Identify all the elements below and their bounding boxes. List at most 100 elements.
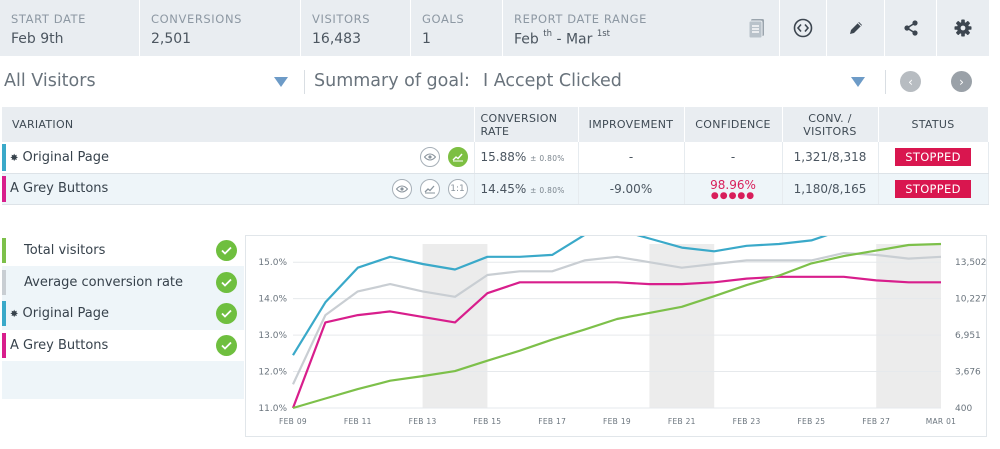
- variation-marker: ✸: [10, 152, 19, 164]
- goal-label: Summary of goal:: [314, 71, 470, 91]
- conversion-rate-value: 14.45%: [480, 181, 527, 196]
- legend-color-bar: [2, 270, 6, 295]
- series-line-average-conversion-rate: [292, 252, 942, 385]
- nav-divider: [885, 70, 886, 94]
- code-button[interactable]: [780, 0, 827, 56]
- start-date-value: Feb 9th: [11, 31, 64, 47]
- status-badge: STOPPED: [895, 148, 971, 167]
- x-tick-label: MAR 01: [926, 417, 957, 426]
- selector-divider: [304, 70, 305, 94]
- confidence-cell: 98.96% ●●●●●: [684, 173, 783, 205]
- y-right-tick-label: 10,227: [955, 295, 987, 305]
- start-date-label: START DATE: [11, 12, 87, 26]
- variation-name: Original Page: [22, 149, 110, 165]
- start-date-stat: START DATE Feb 9th: [0, 0, 140, 56]
- legend-label: Average conversion rate: [24, 275, 184, 290]
- conversion-chart: 11.0% 12.0% 13.0% 14.0% 15.0% 400 3,676 6,951 10…: [245, 235, 987, 437]
- conv-visitors-cell: 1,180/8,165: [782, 173, 879, 205]
- legend-item-average-conversion-rate[interactable]: Average conversion rate: [2, 267, 244, 298]
- conv-visitors-header[interactable]: CONV. / VISITORS: [782, 107, 879, 142]
- stats-bar: START DATE Feb 9th CONVERSIONS 2,501 VIS…: [0, 0, 1000, 56]
- variation-name: Grey Buttons: [23, 181, 109, 196]
- range-dash: -: [556, 31, 562, 48]
- legend-label: Original Page: [22, 306, 110, 321]
- legend-item-original-page[interactable]: ✸ Original Page: [2, 298, 244, 329]
- x-tick-label: FEB 21: [668, 417, 696, 426]
- conversion-rate-header[interactable]: CONVERSION RATE: [474, 107, 579, 142]
- settings-button[interactable]: [937, 0, 990, 56]
- y-right-tick-label: 13,502: [955, 258, 987, 268]
- chevron-right-icon: ›: [959, 74, 964, 89]
- conv-visitors-header-line1: CONV. /: [808, 111, 852, 125]
- x-tick-label: FEB 19: [603, 417, 631, 426]
- x-tick-label: FEB 13: [409, 417, 437, 426]
- y-left-tick-label: 12.0%: [258, 368, 287, 378]
- conversion-rate-header-line2: RATE: [480, 124, 510, 138]
- x-tick-label: FEB 27: [862, 417, 890, 426]
- chart-toggle-icon[interactable]: [447, 147, 468, 167]
- conversions-label: CONVERSIONS: [151, 12, 243, 26]
- series-line-original-page: [292, 236, 828, 356]
- goals-stat: GOALS 1: [411, 0, 503, 56]
- goal-chevron-down-icon: [851, 77, 865, 87]
- check-icon[interactable]: [216, 303, 237, 324]
- check-icon[interactable]: [216, 272, 237, 293]
- goal-select[interactable]: Summary of goal: I Accept Clicked: [314, 60, 874, 104]
- x-tick-label: FEB 25: [797, 417, 825, 426]
- y-left-tick-label: 13.0%: [258, 331, 287, 341]
- table-row: ✸ Original Page 15.88% ± 0.80% - - 1,321…: [2, 142, 989, 174]
- conversion-rate-cell: 14.45% ± 0.80%: [474, 173, 579, 205]
- status-header[interactable]: STATUS: [878, 107, 989, 142]
- shaded-band: [422, 244, 488, 408]
- improvement-cell: -9.00%: [578, 173, 685, 205]
- compare-ratio-icon[interactable]: 1:1: [447, 178, 468, 199]
- preview-eye-icon[interactable]: [419, 147, 440, 167]
- share-icon: [903, 20, 918, 36]
- visitors-stat: VISITORS 16,483: [301, 0, 411, 56]
- x-tick-label: FEB 23: [733, 417, 761, 426]
- legend-color-bar: [2, 238, 6, 263]
- conversions-stat: CONVERSIONS 2,501: [140, 0, 301, 56]
- conversion-rate-value: 15.88%: [480, 150, 527, 165]
- legend-item-total-visitors[interactable]: Total visitors: [2, 235, 244, 266]
- y-right-tick-label: 6,951: [955, 331, 981, 341]
- range-to-month: Mar: [565, 31, 593, 48]
- notes-icon[interactable]: [748, 18, 766, 40]
- segment-select[interactable]: All Visitors: [4, 60, 296, 104]
- y-left-tick-label: 15.0%: [258, 258, 287, 268]
- series-line-grey-buttons: [291, 275, 941, 409]
- table-header-row: VARIATION CONVERSION RATE IMPROVEMENT CO…: [2, 107, 989, 142]
- report-range-stat[interactable]: REPORT DATE RANGE Feb th - Mar 1st: [503, 0, 780, 56]
- check-icon[interactable]: [216, 335, 237, 356]
- improvement-cell: -: [578, 142, 685, 174]
- conversions-value: 2,501: [151, 31, 192, 47]
- visitors-label: VISITORS: [312, 12, 371, 26]
- status-cell: STOPPED: [878, 142, 989, 174]
- report-range-value[interactable]: Feb th - Mar 1st: [514, 29, 779, 48]
- variation-header[interactable]: VARIATION: [2, 107, 475, 142]
- conv-visitors-cell: 1,321/8,318: [782, 142, 879, 174]
- next-goal-button[interactable]: ›: [951, 71, 972, 92]
- improvement-header[interactable]: IMPROVEMENT: [578, 107, 685, 142]
- previous-goal-button[interactable]: ‹: [900, 71, 921, 92]
- edit-button[interactable]: [827, 0, 885, 56]
- preview-eye-icon[interactable]: [391, 178, 412, 199]
- legend-item-grey-buttons[interactable]: A Grey Buttons: [2, 330, 244, 361]
- goals-value: 1: [422, 31, 431, 47]
- status-cell: STOPPED: [878, 173, 989, 205]
- variation-marker: A: [10, 181, 19, 196]
- chevron-left-icon: ‹: [908, 74, 913, 89]
- conversion-rate-header-line1: CONVERSION: [480, 111, 558, 125]
- variation-color-bar: [2, 175, 6, 202]
- code-icon: [793, 18, 813, 38]
- x-tick-label: FEB 17: [538, 417, 566, 426]
- range-from-suffix: th: [543, 29, 552, 39]
- variations-table: VARIATION CONVERSION RATE IMPROVEMENT CO…: [2, 107, 989, 205]
- y-right-tick-label: 3,676: [955, 368, 981, 378]
- chart-toggle-icon[interactable]: [419, 178, 440, 199]
- check-icon[interactable]: [216, 240, 237, 261]
- share-button[interactable]: [885, 0, 937, 56]
- table-row: A Grey Buttons 1:1 14.45% ± 0.80% -9.00%: [2, 173, 989, 205]
- confidence-header[interactable]: CONFIDENCE: [684, 107, 783, 142]
- variation-actions: 1:1: [391, 178, 468, 199]
